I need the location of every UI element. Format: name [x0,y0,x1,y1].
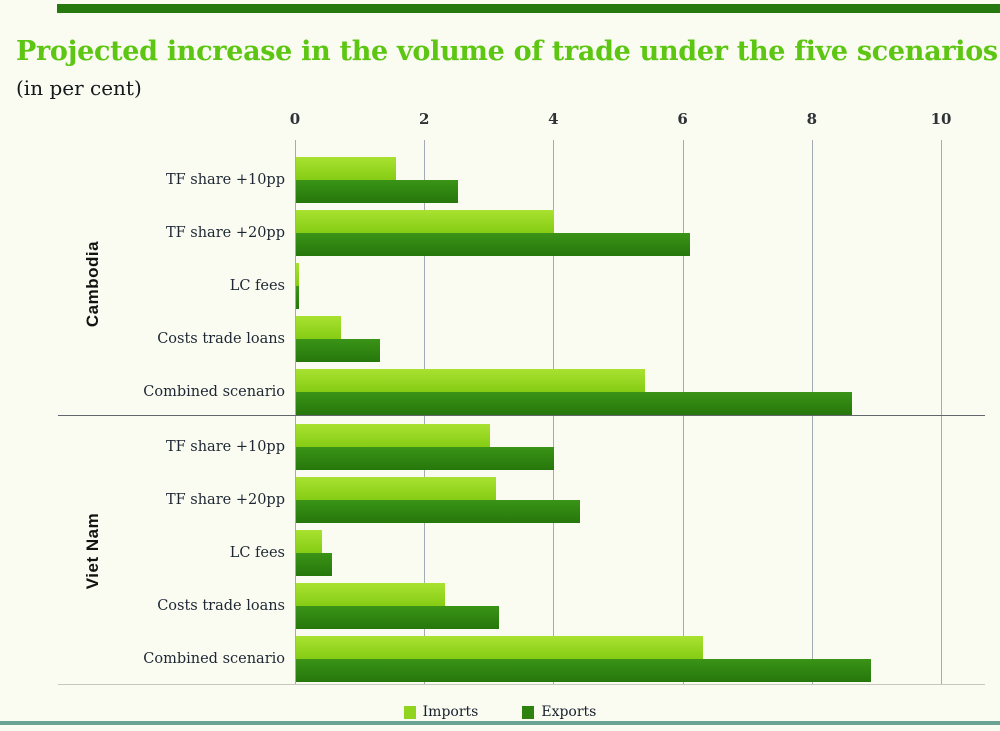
legend-label-imports: Imports [422,704,479,720]
chart-title: Projected increase in the volume of trad… [16,36,998,67]
group-separator-line [58,415,985,416]
bottom-decorative-rule [0,721,1000,725]
category-label: LC fees [229,545,285,561]
category-label: TF share +20pp [165,225,285,241]
legend-swatch-exports-icon [522,705,535,719]
bar-imports-cambodia-1 [296,210,555,233]
legend-item-imports: Imports [403,704,479,720]
bar-exports-viet-nam-1 [296,500,581,523]
bar-exports-cambodia-3 [296,339,380,362]
bar-imports-cambodia-3 [296,316,342,339]
legend-label-exports: Exports [541,704,597,720]
category-label: LC fees [229,278,285,294]
x-axis-tick-label-2: 2 [418,110,430,128]
chart-legend: Imports Exports [0,702,1000,722]
plot-bottom-line [58,684,985,685]
x-axis-tick-label-8: 8 [806,110,818,128]
bar-imports-viet-nam-0 [296,424,490,447]
bar-imports-viet-nam-2 [296,530,322,553]
bar-exports-cambodia-4 [296,392,852,415]
x-axis-tick-label-0: 0 [289,110,301,128]
category-label: Costs trade loans [157,331,285,347]
bar-imports-cambodia-2 [296,263,300,286]
bar-exports-viet-nam-2 [296,553,332,576]
gridline-10 [941,140,942,684]
chart-subtitle: (in per cent) [16,76,142,100]
gridline-0 [295,140,296,684]
bar-exports-viet-nam-0 [296,447,555,470]
x-axis-tick-label-6: 6 [677,110,688,128]
category-label: TF share +10pp [165,439,285,455]
category-label: TF share +20pp [165,492,285,508]
category-label: Costs trade loans [157,598,285,614]
top-decorative-strip [57,4,1000,13]
bar-imports-cambodia-0 [296,157,397,180]
bar-imports-viet-nam-4 [296,636,703,659]
x-axis-tick-label-10: 10 [930,110,952,128]
bar-exports-viet-nam-3 [296,606,500,629]
bar-exports-viet-nam-4 [296,659,871,682]
bar-exports-cambodia-1 [296,233,691,256]
category-label: TF share +10pp [165,172,285,188]
bar-exports-cambodia-0 [296,180,458,203]
bar-imports-cambodia-4 [296,369,645,392]
bar-exports-cambodia-2 [296,286,300,309]
legend-item-exports: Exports [522,704,596,720]
category-label: Combined scenario [143,384,285,400]
bar-imports-viet-nam-1 [296,477,497,500]
legend-swatch-imports-icon [403,705,416,719]
bar-imports-viet-nam-3 [296,583,445,606]
x-axis-tick-label-4: 4 [548,110,559,128]
category-label: Combined scenario [143,651,285,667]
